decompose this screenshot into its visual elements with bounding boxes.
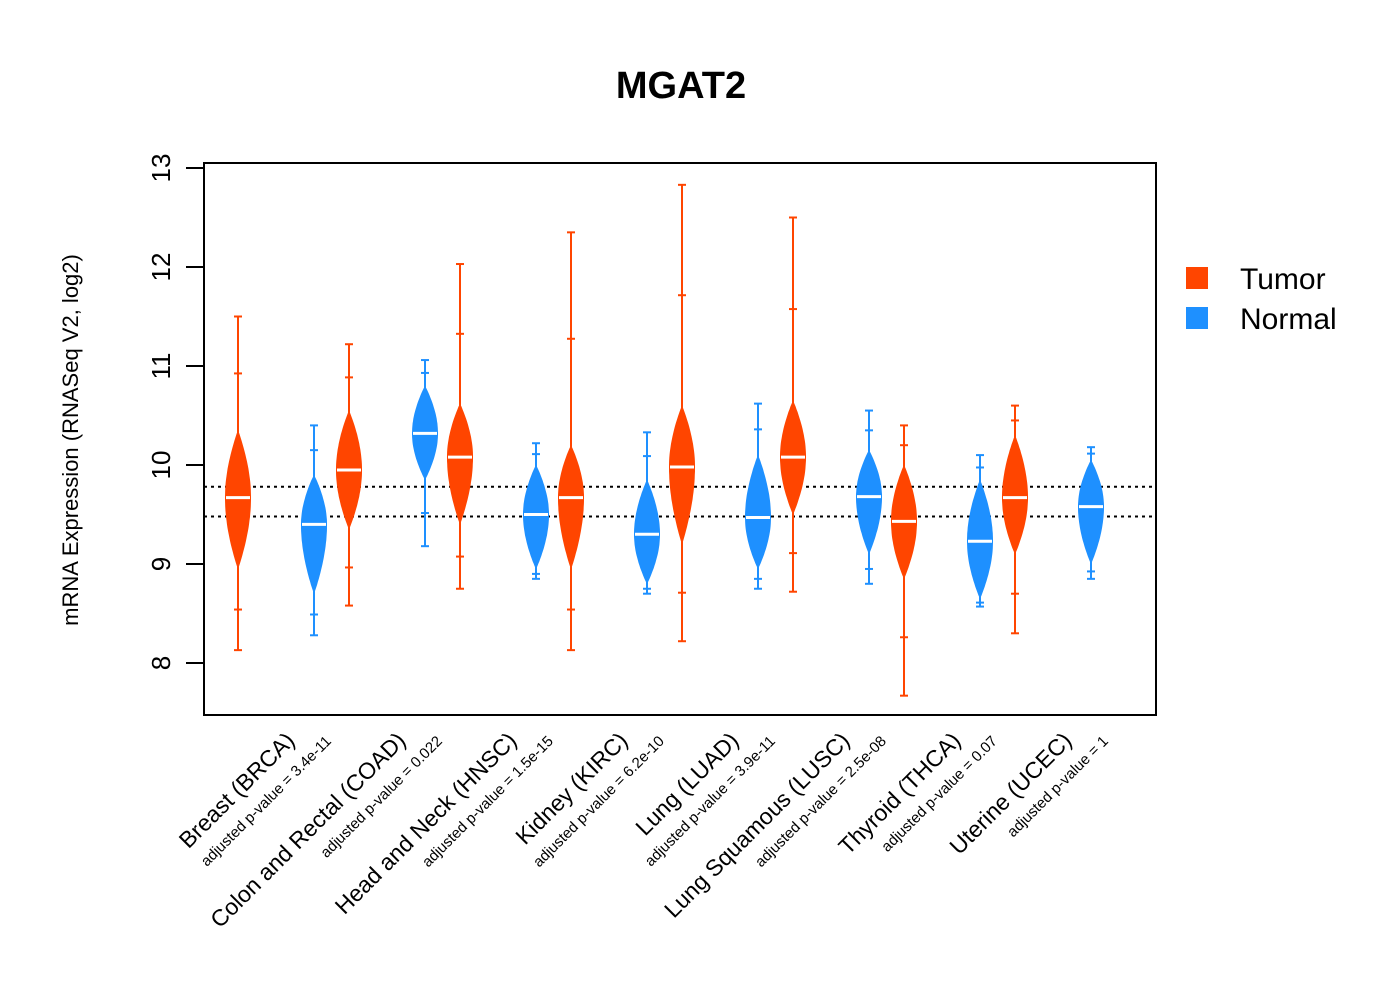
tumor-body (225, 430, 251, 569)
normal-body (523, 465, 549, 569)
tumor-violin-6 (780, 216, 806, 593)
legend: Tumor Normal (1186, 263, 1337, 336)
normal-violin-6 (856, 409, 882, 585)
normal-violin-3 (523, 442, 549, 580)
normal-body (967, 479, 993, 599)
plot-frame (203, 162, 1157, 716)
tumor-violin-2 (336, 343, 362, 607)
y-tick-label-11: 11 (146, 353, 176, 380)
normal-violin-2 (412, 359, 438, 548)
legend-label-normal: Normal (1240, 303, 1337, 336)
y-tick-label-13: 13 (146, 154, 176, 183)
legend-swatch-normal (1186, 307, 1208, 329)
tumor-violin-1 (225, 315, 251, 652)
y-axis-label: mRNA Expression (RNASeq V2, log2) (58, 254, 83, 626)
tumor-violin-5 (669, 183, 695, 643)
normal-body (745, 455, 771, 569)
normal-violin-8 (1078, 446, 1104, 580)
normal-violin-5 (745, 402, 771, 590)
tumor-body (447, 403, 473, 525)
y-tick-label-9: 9 (146, 557, 176, 571)
normal-body (634, 479, 660, 584)
chart-title: MGAT2 (616, 65, 746, 107)
tumor-violin-3 (447, 263, 473, 590)
normal-violin-1 (301, 424, 327, 637)
normal-body (856, 450, 882, 555)
normal-violin-4 (634, 431, 660, 595)
tumor-body (558, 445, 584, 569)
legend-swatch-tumor (1186, 267, 1208, 289)
tumor-violin-4 (558, 231, 584, 652)
tumor-body (669, 405, 695, 545)
normal-body (301, 474, 327, 594)
normal-body (1078, 460, 1104, 564)
tumor-violin-7 (891, 424, 917, 697)
y-tick-label-12: 12 (146, 253, 176, 282)
y-tick-label-10: 10 (146, 451, 176, 480)
tumor-body (1002, 435, 1028, 555)
normal-violin-7 (967, 454, 993, 608)
tumor-violin-8 (1002, 404, 1028, 635)
legend-label-tumor: Tumor (1240, 263, 1326, 296)
y-tick-label-8: 8 (146, 656, 176, 670)
